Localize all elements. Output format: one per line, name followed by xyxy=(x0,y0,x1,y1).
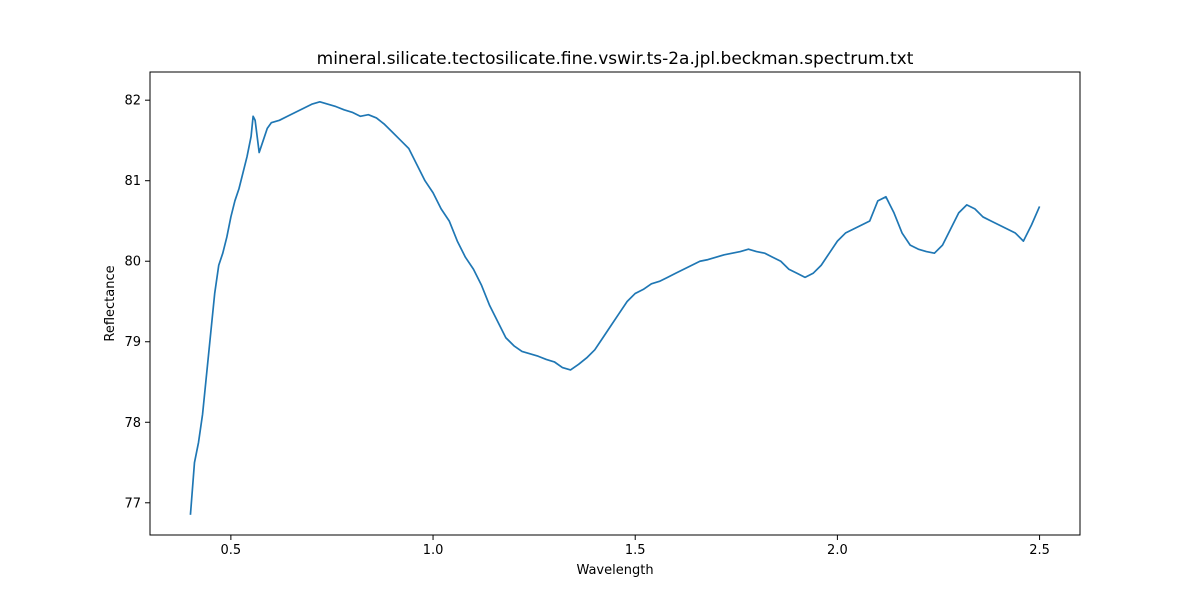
x-tick-label: 1.5 xyxy=(625,543,646,558)
axes-frame xyxy=(149,71,1081,536)
x-tick-label: 2.0 xyxy=(827,543,848,558)
y-tick-label: 82 xyxy=(124,94,141,109)
x-axis: 0.5 1.0 1.5 2.0 2.5 xyxy=(221,535,1050,558)
chart-title: mineral.silicate.tectosilicate.fine.vswi… xyxy=(317,49,914,69)
y-axis: 77 78 79 80 81 82 xyxy=(124,94,150,511)
y-tick-label: 79 xyxy=(124,335,141,350)
y-tick-label: 77 xyxy=(124,496,141,511)
x-tick-label: 0.5 xyxy=(221,543,242,558)
x-axis-label: Wavelength xyxy=(576,563,653,578)
y-tick-label: 78 xyxy=(124,416,141,431)
x-tick-label: 1.0 xyxy=(423,543,444,558)
plot-area xyxy=(189,100,1041,515)
y-axis-label: Reflectance xyxy=(103,265,118,341)
series-line-0 xyxy=(189,100,1041,515)
y-tick-label: 81 xyxy=(124,174,141,189)
x-tick-label: 2.5 xyxy=(1029,543,1050,558)
y-tick-label: 80 xyxy=(124,255,141,270)
